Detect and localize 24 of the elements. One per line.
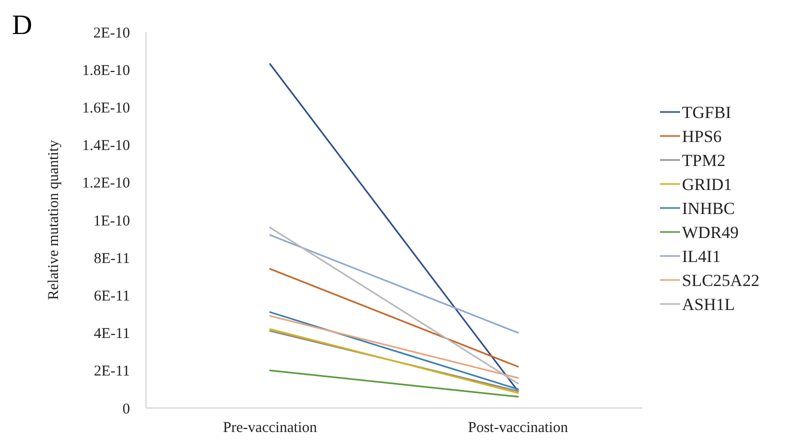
y-tick-label: 4E-11 (94, 326, 130, 342)
legend-label: TGFBI (682, 102, 732, 122)
text: D (12, 10, 32, 41)
y-tick-label: 1.6E-10 (82, 100, 130, 116)
y-tick-label: 1.4E-10 (82, 138, 130, 154)
y-tick-label: 2E-10 (93, 25, 130, 42)
legend-label: HPS6 (682, 126, 722, 146)
legend-label: GRID1 (682, 174, 732, 194)
legend-label: WDR49 (682, 222, 739, 242)
y-axis-title: Relative mutation quantity (46, 140, 62, 300)
y-tick-label: 1.2E-10 (82, 176, 130, 192)
legend-label: TPM2 (682, 150, 726, 170)
y-tick-label: 0 (122, 401, 130, 418)
legend-label: ASH1L (682, 294, 735, 314)
legend-label: SLC25A22 (682, 270, 760, 290)
y-tick-label: 8E-11 (94, 250, 130, 267)
y-tick-label: 1E-10 (93, 213, 130, 230)
legend-label: INHBC (682, 198, 735, 218)
y-tick-label: 2E-11 (94, 364, 130, 380)
x-tick-label: Post-vaccination (468, 420, 568, 436)
x-tick-label: Pre-vaccination (222, 420, 318, 436)
y-tick-label: 6E-11 (94, 288, 130, 304)
y-tick-label: 1.8E-10 (82, 62, 130, 79)
legend-label: IL4I1 (682, 246, 721, 266)
